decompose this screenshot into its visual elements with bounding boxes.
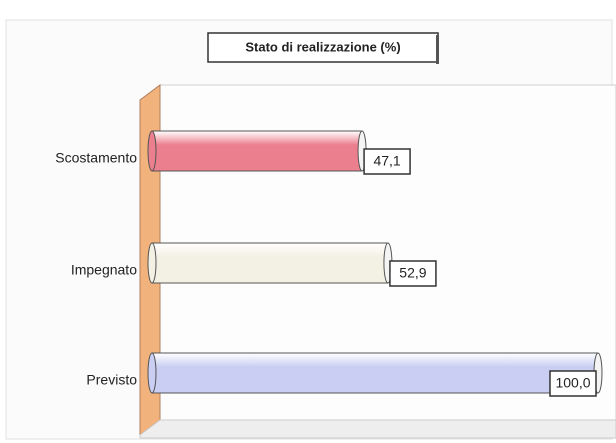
chart-title: Stato di realizzazione (%) [245,39,400,54]
value-label: 52,9 [399,265,426,281]
bar-cap-start [147,242,157,284]
value-label-box [389,260,437,287]
bar [151,242,389,284]
value-label-box [363,148,411,175]
value-label: 47,1 [373,153,400,169]
category-label: Previsto [86,372,137,388]
bar-cap-start [147,352,157,394]
value-label-box [549,370,597,397]
bar [151,130,363,172]
bar-cap-start [147,130,157,172]
category-label: Impegnato [71,262,137,278]
bar [151,352,599,394]
value-label: 100,0 [555,375,590,391]
title-shadow [436,35,439,64]
category-label: Scostamento [55,150,137,166]
floor [139,419,616,439]
